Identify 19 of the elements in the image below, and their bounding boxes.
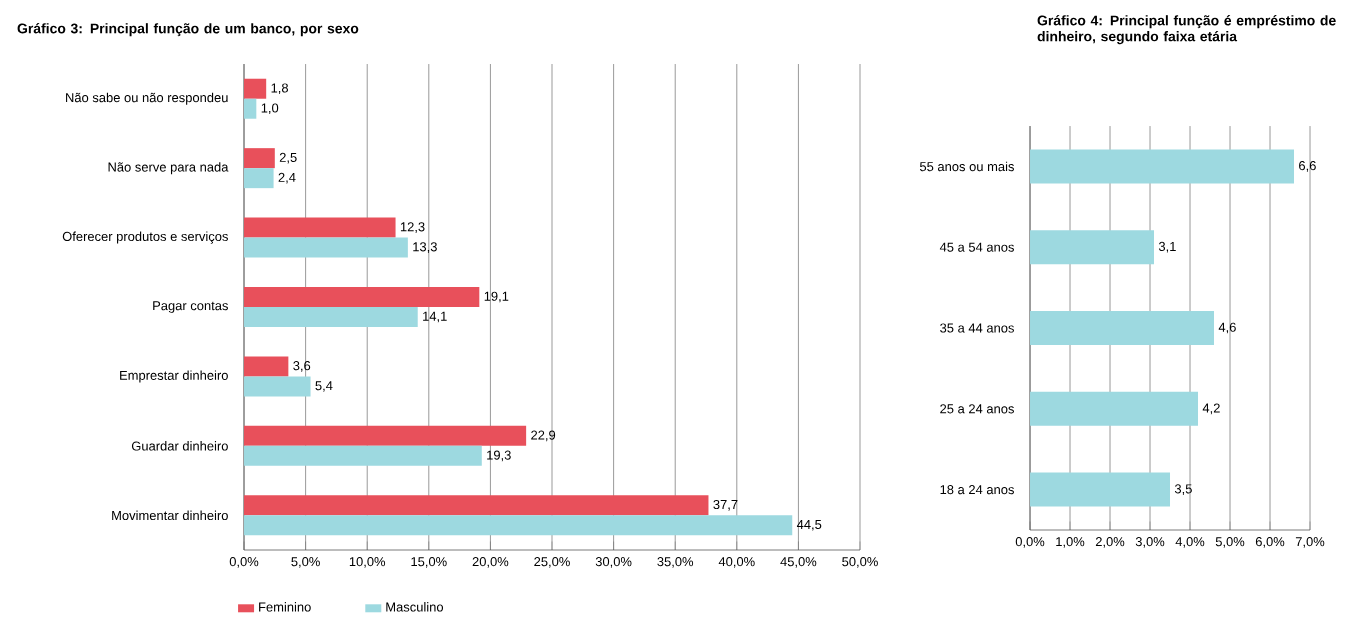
bar [244,168,274,189]
bar [244,515,793,536]
bar [244,98,257,119]
bar [1030,311,1215,346]
bar [1030,230,1155,265]
bar [244,237,408,258]
bar [244,307,418,328]
bar [1030,149,1295,184]
bar [244,78,267,99]
bar [1030,472,1171,507]
bar [244,495,709,516]
bar [244,287,480,308]
bar [244,217,396,238]
bar [244,148,275,169]
bar [244,425,527,446]
bar [1030,391,1199,426]
bar [244,356,289,377]
bar [244,376,311,397]
bar [244,445,482,466]
